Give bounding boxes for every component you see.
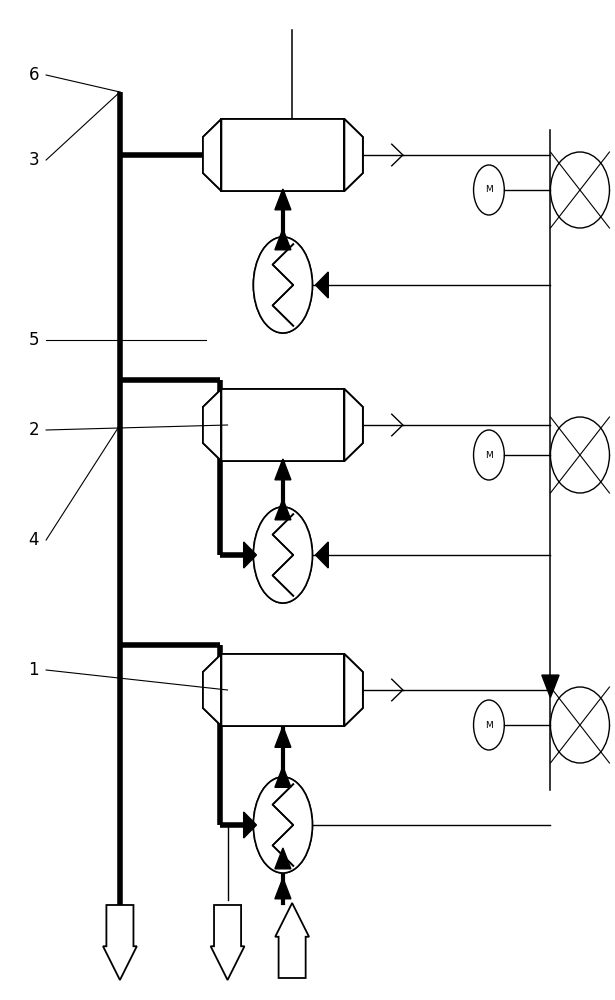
Text: M: M [485,186,493,194]
Circle shape [474,700,504,750]
Ellipse shape [550,152,609,228]
Polygon shape [315,272,328,298]
Polygon shape [103,905,137,980]
Text: 5: 5 [28,331,39,349]
Polygon shape [275,903,309,978]
Polygon shape [244,542,256,568]
Polygon shape [275,848,291,869]
Circle shape [253,237,312,333]
Polygon shape [344,119,363,191]
Polygon shape [203,654,221,726]
Circle shape [474,430,504,480]
Circle shape [253,507,312,603]
Bar [221,654,344,726]
Text: M: M [485,720,493,730]
Polygon shape [203,119,221,191]
Polygon shape [542,675,559,698]
Polygon shape [275,766,291,787]
Circle shape [474,165,504,215]
Polygon shape [315,542,328,568]
Ellipse shape [550,417,609,493]
Polygon shape [344,119,363,191]
Bar [221,389,344,461]
Bar [221,119,344,191]
Polygon shape [275,459,291,480]
Polygon shape [275,726,291,747]
Text: 4: 4 [28,531,39,549]
Polygon shape [203,119,221,191]
Polygon shape [344,389,363,461]
Polygon shape [210,905,245,980]
Polygon shape [344,389,363,461]
Text: 2: 2 [28,421,39,439]
Polygon shape [275,878,291,899]
Bar [221,654,344,726]
Text: 3: 3 [28,151,39,169]
Polygon shape [275,499,291,520]
Circle shape [253,777,312,873]
Polygon shape [203,389,221,461]
Polygon shape [203,389,221,461]
Circle shape [253,237,312,333]
Polygon shape [244,812,256,838]
Bar [221,119,344,191]
Polygon shape [344,654,363,726]
Circle shape [253,507,312,603]
Polygon shape [344,654,363,726]
Polygon shape [203,654,221,726]
Polygon shape [275,229,291,250]
Text: 1: 1 [28,661,39,679]
Ellipse shape [550,687,609,763]
Polygon shape [275,189,291,210]
Text: 6: 6 [28,66,39,84]
Text: M: M [485,450,493,460]
Bar [221,389,344,461]
Circle shape [253,777,312,873]
